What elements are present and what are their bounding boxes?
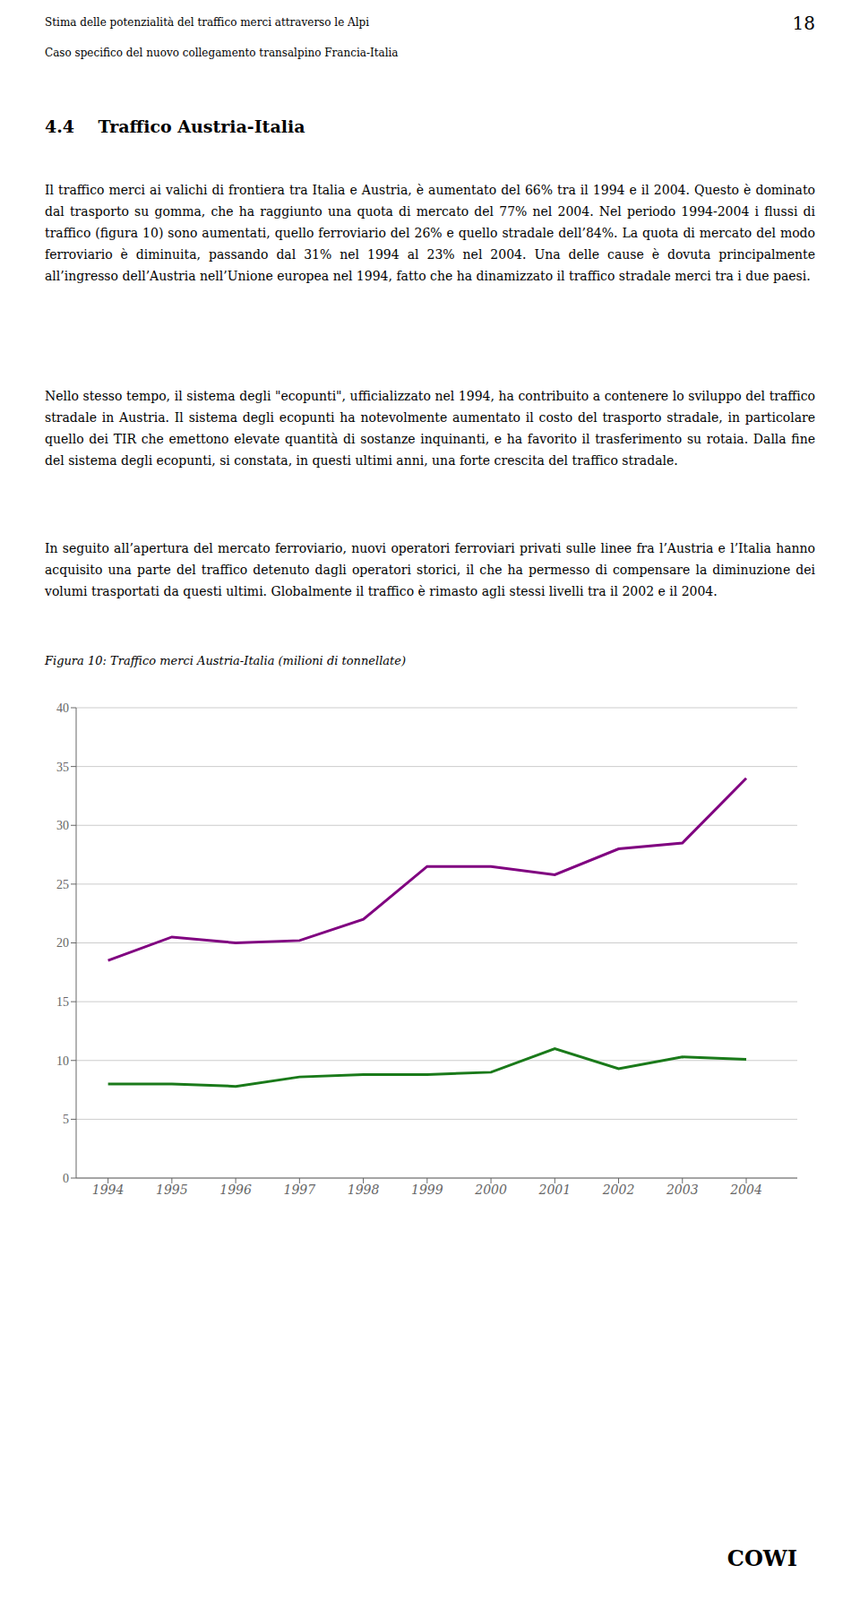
- svg-text:1996: 1996: [219, 1182, 252, 1197]
- svg-text:30: 30: [56, 818, 69, 833]
- html-text:Stima delle potenzialità del t: Stima delle potenzialità del traffico me…: [44, 16, 370, 29]
- svg-text:20: 20: [56, 936, 69, 950]
- svg-text:2002: 2002: [602, 1182, 636, 1197]
- html-text:4.4 Traffico Austria-Italia: 4.4 Traffico Austria-Italia: [44, 116, 305, 137]
- svg-text:2000: 2000: [473, 1182, 508, 1197]
- svg-text:35: 35: [56, 760, 69, 774]
- svg-text:40: 40: [56, 701, 69, 715]
- svg-text:1995: 1995: [155, 1182, 189, 1197]
- svg-text:1998: 1998: [347, 1182, 380, 1197]
- svg-text:1999: 1999: [411, 1182, 444, 1197]
- html-text:Figura 10: Traffico merci Aust: Figura 10: Traffico merci Austria-Italia…: [44, 653, 406, 668]
- html-text:In seguito all’apertura del me: In seguito all’apertura del mercato ferr…: [44, 541, 816, 599]
- svg-text:5: 5: [62, 1112, 69, 1127]
- html-text:18: 18: [792, 12, 816, 35]
- html-text:COWI: COWI: [727, 1545, 798, 1572]
- svg-text:2003: 2003: [665, 1182, 699, 1197]
- svg-text:2001: 2001: [537, 1182, 571, 1197]
- html-text:Nello stesso tempo, il sistema: Nello stesso tempo, il sistema degli "ec…: [44, 388, 816, 468]
- svg-text:0: 0: [62, 1171, 69, 1186]
- svg-text:15: 15: [56, 995, 69, 1009]
- svg-text:25: 25: [56, 877, 69, 892]
- svg-text:1997: 1997: [283, 1182, 317, 1197]
- svg-text:10: 10: [56, 1054, 69, 1068]
- svg-text:1994: 1994: [92, 1182, 125, 1197]
- html-text:Il traffico merci ai valichi d: Il traffico merci ai valichi di frontier…: [44, 182, 816, 284]
- svg-text:2004: 2004: [729, 1182, 763, 1197]
- html-text:Caso specifico del nuovo colle: Caso specifico del nuovo collegamento tr…: [44, 46, 399, 60]
